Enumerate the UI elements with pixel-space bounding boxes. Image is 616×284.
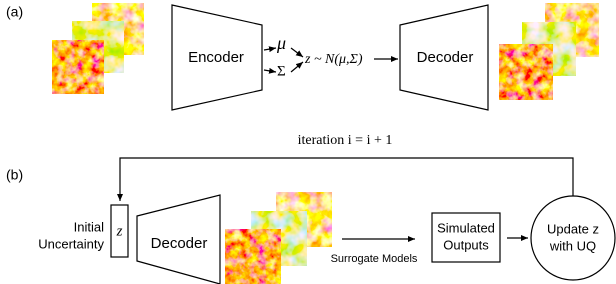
mu: μ [276,33,286,53]
initial-uncertainty: Initial [74,219,104,234]
update-label: with UQ [549,238,596,253]
decoder-label: Decoder [417,49,474,66]
update-label: Update z [547,221,599,236]
diagram: (a) Encoder μ Σ z ~ N(μ,Σ) Decoder (b) i… [0,0,616,284]
simulated-label: Simulated [437,220,495,235]
arrow [291,62,303,72]
decoder-label: Decoder [151,235,208,252]
generated-fields [225,192,332,284]
panel-label: (a) [6,4,23,20]
panel-label: (b) [6,167,23,183]
z-label: z [116,223,123,239]
initial-uncertainty: Uncertainty [38,236,104,251]
surrogate-label: Surrogate Models [331,253,418,265]
loop-label: iteration i = i + 1 [298,133,393,148]
latent-distribution: z ~ N(μ,Σ) [304,52,363,67]
output-fields [499,3,599,100]
arrow [264,48,276,50]
arrow [264,70,276,72]
encoder-label: Encoder [188,49,244,66]
loop-arrow [120,158,573,201]
simulated-label: Outputs [443,237,489,252]
arrow [291,48,303,57]
input-fields [52,3,144,94]
sigma: Σ [277,63,286,79]
